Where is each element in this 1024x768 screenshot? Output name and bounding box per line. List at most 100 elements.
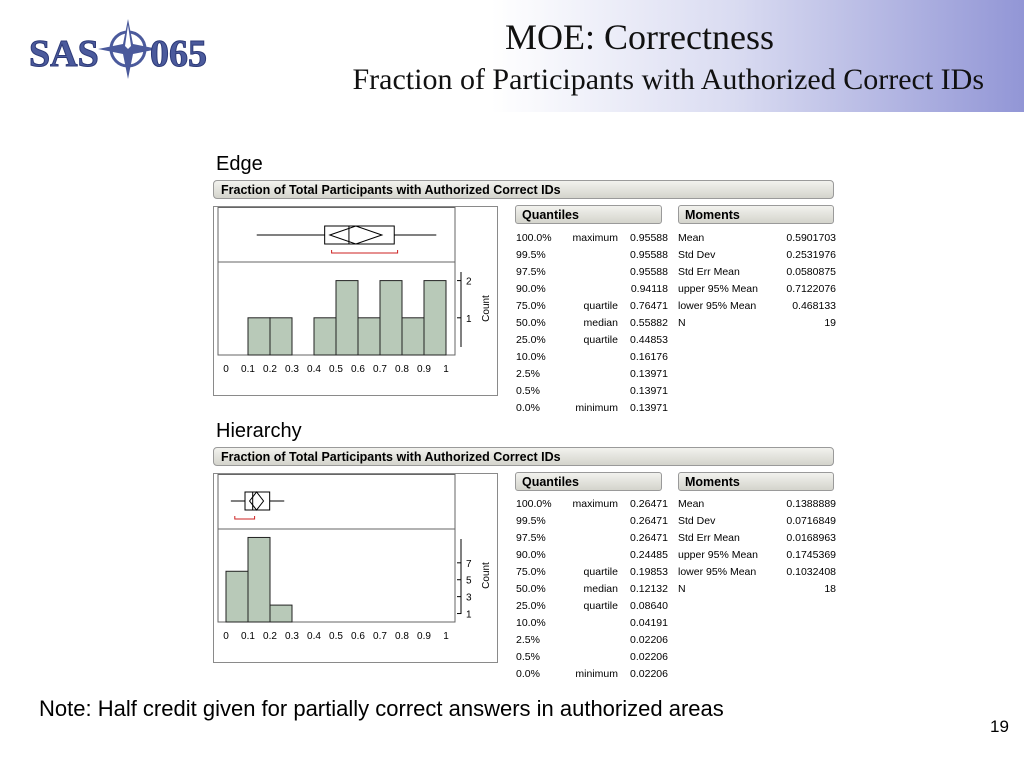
quantiles-header-hierarchy[interactable]: Quantiles	[515, 472, 662, 491]
quantile-value: 0.44853	[630, 333, 668, 346]
x-tick-label: 0.1	[241, 364, 255, 375]
x-tick-label: 0.6	[351, 631, 365, 642]
quantile-percent: 2.5%	[516, 633, 540, 646]
report-header-hierarchy[interactable]: Fraction of Total Participants with Auth…	[213, 447, 834, 466]
quantile-value: 0.95588	[630, 265, 668, 278]
count-tick-label: 1	[466, 314, 472, 325]
sas-065-logo: SAS 065	[29, 19, 208, 79]
moment-row: Std Err Mean 0.0580875	[678, 263, 836, 280]
quantile-percent: 2.5%	[516, 367, 540, 380]
quantiles-header-edge[interactable]: Quantiles	[515, 205, 662, 224]
x-tick-label: 0.8	[395, 364, 409, 375]
quantile-label: quartile	[583, 565, 618, 578]
quantile-value: 0.12132	[630, 582, 668, 595]
quantile-value: 0.26471	[630, 497, 668, 510]
quantile-label: maximum	[572, 497, 618, 510]
moment-label: lower 95% Mean	[678, 299, 757, 312]
quantile-row: 75.0% quartile 0.19853	[516, 563, 668, 580]
quantile-label	[562, 631, 618, 648]
quantile-value: 0.04191	[630, 616, 668, 629]
moment-row: lower 95% Mean 0.1032408	[678, 563, 836, 580]
x-tick-label: 0	[223, 631, 229, 642]
quantile-value: 0.02206	[630, 650, 668, 663]
quantile-percent: 0.0%	[516, 401, 540, 414]
quantile-label: minimum	[575, 667, 618, 680]
x-tick-label: 0.5	[329, 364, 343, 375]
quantile-percent: 90.0%	[516, 282, 546, 295]
x-tick-label: 0.3	[285, 364, 299, 375]
shortest-half-bracket	[234, 516, 256, 520]
quantile-row: 50.0% median 0.12132	[516, 580, 668, 597]
quantile-percent: 75.0%	[516, 299, 546, 312]
count-tick-label: 5	[466, 576, 472, 587]
quantile-label: minimum	[575, 401, 618, 414]
moment-label: Std Err Mean	[678, 531, 740, 544]
distribution-plot-edge: 0 0.1 0.2 0.3 0.4 0.5 0.6 0.7 0.8 0.9 1 1 2 Count	[213, 206, 498, 396]
box-iqr	[324, 225, 395, 245]
x-tick-label: 0.4	[307, 364, 321, 375]
moment-row: N 19	[678, 314, 836, 331]
x-tick-label: 0.7	[373, 631, 387, 642]
quantile-percent: 100.0%	[516, 231, 552, 244]
quantile-label	[562, 365, 618, 382]
quantile-label	[562, 263, 618, 280]
quantile-percent: 10.0%	[516, 350, 546, 363]
quantile-percent: 90.0%	[516, 548, 546, 561]
moment-label: N	[678, 582, 686, 595]
moment-label: lower 95% Mean	[678, 565, 757, 578]
moment-value: 0.5901703	[786, 231, 836, 244]
moment-label: Mean	[678, 231, 705, 244]
moment-label: N	[678, 316, 686, 329]
quantile-value: 0.02206	[630, 633, 668, 646]
section-label-edge: Edge	[216, 153, 263, 175]
y-axis-label: Count	[481, 295, 492, 322]
plot-area	[217, 474, 456, 623]
histogram-bar	[247, 536, 271, 623]
quantile-label	[562, 546, 618, 563]
page-number: 19	[990, 717, 1009, 736]
moments-table-hierarchy: Mean 0.1388889 Std Dev 0.0716849 Std Err Mea…	[678, 495, 836, 597]
moment-value: 0.0716849	[786, 514, 836, 527]
moment-value: 0.0580875	[786, 265, 836, 278]
quantile-value: 0.13971	[630, 367, 668, 380]
quantile-row: 97.5% 0.95588	[516, 263, 668, 280]
quantile-percent: 97.5%	[516, 531, 546, 544]
histogram-edge: 0 0.1 0.2 0.3 0.4 0.5 0.6 0.7 0.8 0.9 1 1 2 Count	[217, 207, 492, 375]
quantile-value: 0.13971	[630, 401, 668, 414]
x-tick-label: 0.9	[417, 631, 431, 642]
quantile-label: quartile	[583, 299, 618, 312]
quantile-value: 0.19853	[630, 565, 668, 578]
logo-text-right: 065	[150, 33, 207, 75]
quantile-label	[562, 382, 618, 399]
moments-header-hierarchy[interactable]: Moments	[678, 472, 834, 491]
moment-label: Std Dev	[678, 514, 716, 527]
count-tick-label: 3	[466, 593, 472, 604]
quantile-row: 25.0% quartile 0.08640	[516, 597, 668, 614]
histogram-bar	[357, 317, 381, 356]
moment-label: Std Err Mean	[678, 265, 740, 278]
quantile-percent: 75.0%	[516, 565, 546, 578]
count-tick-label: 2	[466, 277, 472, 288]
footnote: Note: Half credit given for partially co…	[39, 696, 724, 721]
quantile-row: 2.5% 0.13971	[516, 365, 668, 382]
moment-row: Std Err Mean 0.0168963	[678, 529, 836, 546]
x-tick-label: 0.1	[241, 631, 255, 642]
quantiles-table-edge: 100.0% maximum 0.95588 99.5% 0.95588 97.5% 0.9…	[516, 229, 668, 416]
quantile-value: 0.76471	[630, 299, 668, 312]
quantile-percent: 0.5%	[516, 384, 540, 397]
report-header-edge[interactable]: Fraction of Total Participants with Auth…	[213, 180, 834, 199]
quantile-label: quartile	[583, 599, 618, 612]
mean-diamond	[248, 491, 265, 511]
moment-label: upper 95% Mean	[678, 282, 758, 295]
histogram-bar	[247, 317, 271, 356]
quantile-label: maximum	[572, 231, 618, 244]
quantile-percent: 99.5%	[516, 248, 546, 261]
x-tick-label: 0.3	[285, 631, 299, 642]
x-tick-label: 1	[443, 631, 449, 642]
quantile-row: 0.0% minimum 0.13971	[516, 399, 668, 416]
moments-header-edge[interactable]: Moments	[678, 205, 834, 224]
quantile-row: 10.0% 0.04191	[516, 614, 668, 631]
quantile-row: 50.0% median 0.55882	[516, 314, 668, 331]
quantile-label	[562, 614, 618, 631]
quantile-value: 0.02206	[630, 667, 668, 680]
